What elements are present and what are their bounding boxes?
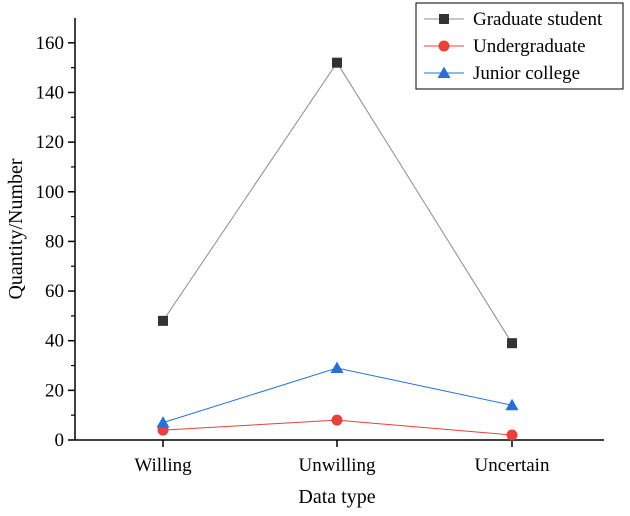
x-ticks: Willing Unwilling Uncertain: [134, 440, 550, 476]
legend-label: Junior college: [473, 63, 580, 84]
y-axis-title: Quantity/Number: [5, 158, 27, 299]
data-point: [507, 338, 517, 349]
y-tick-label: 80: [45, 231, 64, 252]
legend-marker: [438, 40, 450, 52]
x-tick-label: Unwilling: [298, 455, 376, 476]
data-point: [505, 398, 519, 411]
y-tick-label: 120: [36, 132, 65, 153]
data-point: [156, 416, 170, 428]
data-point: [506, 429, 518, 441]
data-point: [332, 57, 342, 68]
legend-label: Undergraduate: [473, 36, 586, 57]
y-tick-label: 40: [45, 331, 64, 352]
series-markers: [156, 57, 519, 441]
series-line-2: [162, 367, 513, 424]
y-ticks: 0 20 40 60 80 100 120 140 160: [36, 33, 75, 451]
data-point: [158, 315, 168, 326]
legend: Graduate student Undergraduate Junior coll…: [415, 2, 624, 90]
legend-label: Graduate student: [473, 9, 603, 30]
data-point: [331, 414, 343, 426]
legend-marker: [437, 66, 451, 78]
y-tick-label: 100: [36, 182, 65, 203]
series-lines: [162, 61, 513, 436]
y-tick-label: 160: [36, 33, 65, 54]
x-tick-label: Uncertain: [475, 455, 550, 476]
x-tick-label: Willing: [134, 455, 192, 476]
legend-marker: [439, 14, 449, 24]
y-tick-label: 60: [45, 281, 64, 302]
x-axis-title: Data type: [298, 486, 375, 508]
data-point: [330, 361, 344, 374]
series-line-0: [162, 61, 513, 344]
y-tick-label: 0: [55, 430, 65, 451]
y-tick-label: 140: [36, 82, 65, 103]
y-tick-label: 20: [45, 380, 64, 401]
